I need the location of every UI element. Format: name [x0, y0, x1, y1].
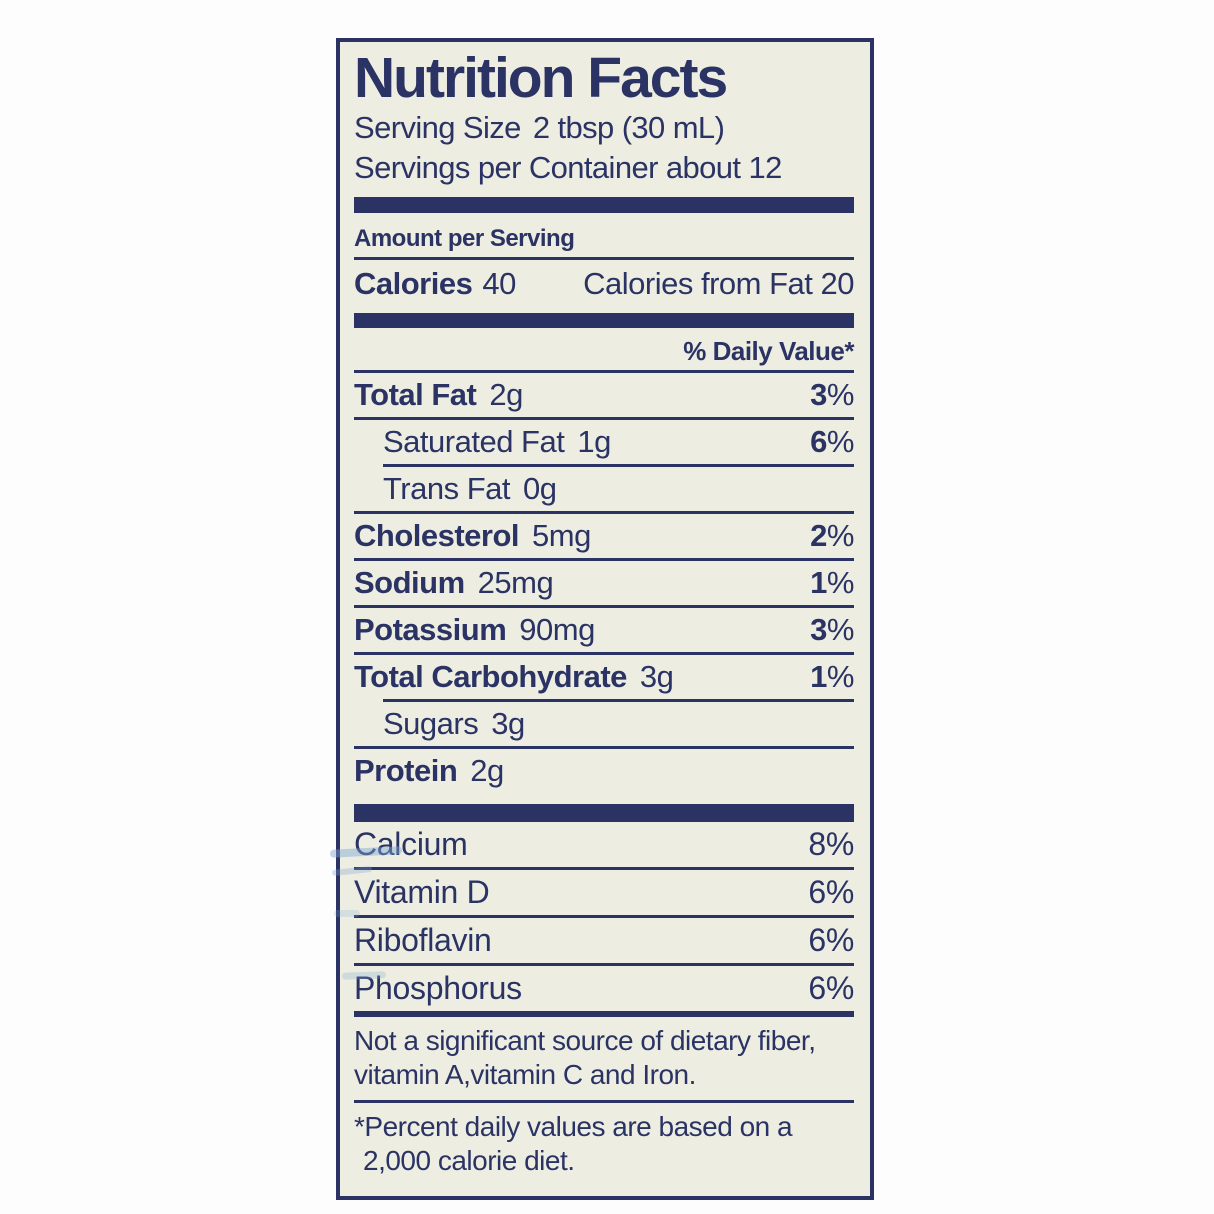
percent-sign: %	[826, 659, 855, 694]
nutrient-amount: 25mg	[477, 565, 554, 600]
footnote-line: vitamin A,vitamin C and Iron.	[354, 1059, 696, 1090]
vitamin-name: Phosphorus	[354, 970, 522, 1006]
thick-divider-bar	[354, 804, 854, 822]
vitamin-row-phosphorus: Phosphorus 6%	[354, 966, 854, 1011]
nutrient-row-potassium: Potassium 90mg 3%	[354, 608, 855, 652]
footnote-insignificant: Not a significant source of dietary fibe…	[354, 1017, 854, 1100]
nutrient-row-sodium: Sodium 25mg 1%	[354, 561, 855, 605]
vitamin-name: Vitamin D	[354, 874, 490, 910]
nutrient-row-trans-fat: Trans Fat 0g	[354, 467, 854, 511]
percent-sign: %	[826, 565, 855, 600]
nutrient-name: Saturated Fat	[383, 424, 565, 459]
rule	[354, 558, 854, 561]
nutrient-dv: 2	[810, 518, 827, 553]
nutrient-row-cholesterol: Cholesterol 5mg 2%	[354, 514, 855, 558]
nutrient-dv: 6	[810, 424, 827, 459]
footnote-line: *Percent daily values are based on a	[354, 1111, 793, 1142]
percent-sign: %	[826, 377, 855, 412]
nutrient-amount: 90mg	[519, 612, 595, 647]
footnote-line: Not a significant source of dietary fibe…	[354, 1025, 816, 1056]
calories-from-fat: Calories from Fat 20	[583, 266, 854, 301]
nutrition-facts-label: Nutrition Facts Serving Size 2 tbsp (30 m…	[329, 38, 874, 1200]
rule	[354, 1100, 854, 1103]
serving-size-line: Serving Size 2 tbsp (30 mL)	[354, 108, 854, 148]
percent-sign: %	[826, 612, 855, 647]
vitamin-dv: 6	[808, 922, 826, 958]
nutrient-dv: 3	[810, 612, 827, 647]
nutrient-row-total-fat: Total Fat 2g 3%	[354, 373, 855, 417]
nutrient-name: Sodium	[354, 565, 465, 600]
rule	[354, 746, 854, 749]
thick-divider-bar	[354, 313, 854, 328]
nutrient-name: Total Fat	[354, 377, 477, 412]
nutrient-name: Sugars	[383, 706, 479, 741]
thick-divider-bar	[354, 197, 854, 213]
nutrient-name: Protein	[354, 753, 458, 788]
nutrient-amount: 1g	[577, 424, 611, 459]
nutrient-name: Potassium	[354, 612, 507, 647]
nutrient-dv: 1	[810, 565, 827, 600]
footnote-line: 2,000 calorie diet.	[363, 1145, 575, 1176]
nutrient-row-total-carbohydrate: Total Carbohydrate 3g 1%	[354, 655, 855, 699]
nutrient-name: Total Carbohydrate	[354, 659, 627, 694]
percent-sign: %	[826, 424, 855, 459]
nutrient-amount: 0g	[523, 471, 557, 506]
percent-sign: %	[825, 922, 854, 958]
vitamin-row-vitamin-d: Vitamin D 6%	[354, 870, 854, 915]
nutrient-dv: 1	[810, 659, 827, 694]
vitamin-row-calcium: Calcium 8%	[354, 822, 854, 867]
rule-inset	[383, 464, 854, 467]
nutrient-dv: 3	[810, 377, 827, 412]
rule	[354, 417, 854, 420]
vitamin-dv: 8	[808, 826, 826, 862]
nutrient-amount: 3g	[639, 659, 674, 694]
nutrient-amount: 3g	[491, 706, 525, 741]
rule-inset	[383, 699, 854, 702]
rule	[354, 511, 854, 514]
nutrient-row-saturated-fat: Saturated Fat 1g 6%	[354, 420, 855, 464]
footnote-daily-values: *Percent daily values are based on a 2,0…	[354, 1103, 854, 1186]
nutrient-amount: 5mg	[532, 518, 591, 553]
rule	[354, 915, 854, 918]
rule	[354, 963, 854, 966]
rule	[354, 867, 854, 870]
rule	[354, 652, 854, 655]
label-title: Nutrition Facts	[354, 46, 728, 110]
serving-size-label: Serving Size	[354, 110, 521, 145]
nutrient-row-sugars: Sugars 3g	[354, 702, 854, 746]
amount-per-serving-header: Amount per Serving	[354, 220, 854, 260]
nutrient-amount: 2g	[470, 753, 504, 788]
percent-sign: %	[825, 826, 854, 862]
vitamin-row-riboflavin: Riboflavin 6%	[354, 918, 854, 963]
rule	[354, 605, 854, 608]
vitamin-dv: 6	[808, 874, 826, 910]
percent-sign: %	[825, 874, 854, 910]
calories-label: Calories	[354, 266, 473, 301]
vitamin-dv: 6	[808, 970, 826, 1006]
servings-per-container-line: Servings per Container about 12	[354, 150, 782, 185]
vitamin-name: Riboflavin	[354, 922, 492, 958]
vitamin-name: Calcium	[354, 826, 468, 862]
percent-sign: %	[826, 518, 855, 553]
percent-sign: %	[825, 970, 854, 1006]
calories-value: 40	[482, 266, 516, 301]
nutrient-row-protein: Protein 2g	[354, 749, 854, 793]
calories-row: Calories 40 Calories from Fat 20	[354, 260, 854, 307]
nutrient-name: Trans Fat	[383, 471, 511, 506]
rule-medium	[354, 1011, 854, 1017]
daily-value-header: % Daily Value*	[354, 333, 855, 373]
nutrient-amount: 2g	[489, 377, 523, 412]
calories-group: Calories 40	[354, 260, 516, 307]
nutrient-name: Cholesterol	[354, 518, 520, 553]
serving-size-value: 2 tbsp (30 mL)	[532, 110, 725, 145]
